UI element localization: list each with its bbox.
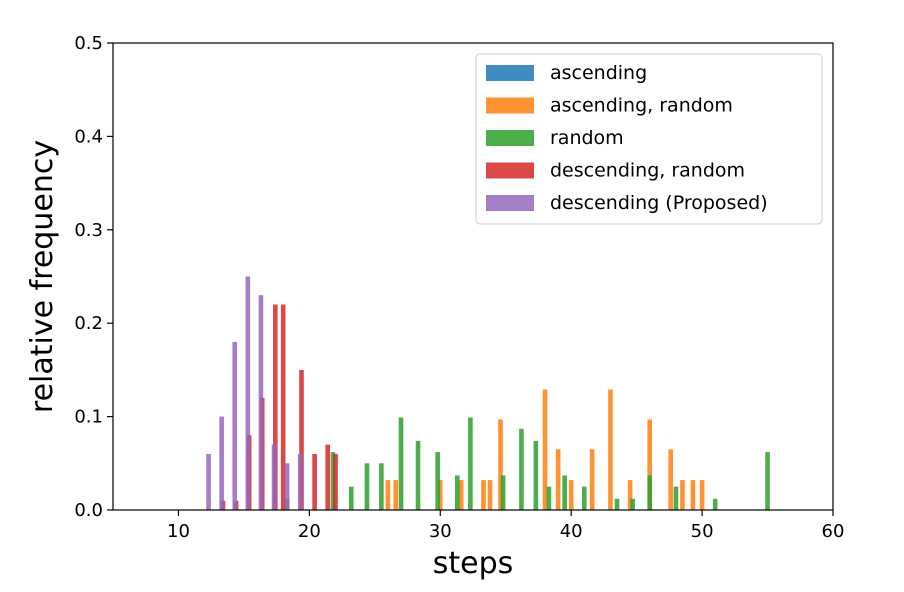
bar-ascending-random [699, 480, 705, 510]
x-tick-label: 30 [429, 521, 452, 542]
bar-random [454, 475, 460, 510]
legend-swatch [486, 162, 534, 179]
bar-ascending-random [437, 480, 443, 510]
y-tick-label: 0.0 [74, 500, 103, 521]
y-axis: 0.0 0.1 0.2 0.3 0.4 0.5 [74, 33, 113, 521]
x-tick-label: 10 [167, 521, 190, 542]
legend-swatch [486, 65, 534, 81]
bar-random [379, 463, 384, 510]
legend-swatch [486, 195, 534, 211]
legend-label: random [550, 127, 624, 149]
bar-descending-random [273, 304, 278, 510]
y-tick-label: 0.5 [74, 33, 103, 54]
x-axis-label: steps [433, 546, 514, 581]
x-tick-label: 20 [298, 521, 321, 542]
y-tick-label: 0.3 [74, 220, 103, 241]
bars-layer [206, 276, 770, 510]
bar-random [614, 498, 620, 510]
bar-ascending-random [498, 419, 503, 510]
bar-random [348, 486, 354, 510]
bar-ascending-random [385, 480, 391, 510]
bar-ascending-random [458, 480, 464, 510]
bar-random [546, 486, 552, 510]
bar-random [562, 475, 567, 510]
bar-descending-proposed [232, 341, 238, 510]
legend-label: ascending, random [550, 95, 733, 117]
bar-random [673, 486, 679, 510]
bar-ascending-random [690, 480, 696, 510]
bar-random [415, 440, 421, 510]
bar-ascending-random [542, 389, 548, 510]
legend-swatch [486, 130, 534, 146]
bar-random [533, 440, 539, 510]
bar-descending-random [299, 369, 304, 510]
bar-descending-random [280, 304, 286, 510]
legend-label: ascending [550, 62, 647, 84]
y-tick-label: 0.4 [74, 126, 103, 147]
x-tick-label: 60 [822, 521, 845, 542]
y-tick-label: 0.1 [74, 407, 103, 428]
bar-descending-proposed [245, 276, 251, 510]
bar-random [468, 417, 473, 510]
bar-descending-proposed [297, 453, 303, 510]
bar-descending-proposed [258, 295, 264, 510]
bar-ascending-random [393, 480, 399, 510]
bar-ascending-random [568, 480, 574, 510]
legend-label: descending (Proposed) [550, 192, 768, 214]
bar-descending-proposed [271, 444, 277, 510]
legend-box [475, 53, 823, 225]
bar-random [765, 452, 770, 510]
bar-descending-proposed [206, 453, 211, 510]
bar-descending-random [325, 444, 330, 510]
plot-frame [112, 42, 834, 511]
y-axis-label: relative frequency [25, 140, 60, 413]
x-tick-label: 50 [691, 521, 714, 542]
bar-descending-proposed [284, 463, 290, 510]
bar-ascending-random [668, 449, 673, 510]
bar-ascending-random [680, 480, 685, 510]
bar-random [581, 486, 587, 510]
bar-random [500, 475, 506, 510]
bar-ascending-random [487, 480, 493, 510]
bar-ascending-random [589, 449, 595, 510]
bar-ascending-random [608, 389, 613, 510]
bar-random [435, 452, 440, 510]
x-tick-label: 40 [560, 521, 583, 542]
bar-descending-proposed [219, 416, 224, 510]
bar-random [630, 498, 636, 510]
bar-ascending-random [627, 480, 633, 510]
bar-ascending-random [481, 480, 486, 510]
bar-random [364, 463, 370, 510]
x-axis: 10 20 30 40 50 60 [167, 510, 844, 542]
bar-ascending-random [555, 449, 561, 510]
bar-random [712, 498, 718, 510]
legend: ascending ascending, random random descendi… [475, 53, 823, 225]
y-tick-label: 0.2 [74, 313, 103, 334]
bar-random [330, 452, 336, 510]
legend-swatch [486, 97, 534, 114]
bar-ascending-random [647, 419, 653, 510]
bar-random [519, 428, 524, 510]
bar-descending-random [333, 453, 338, 510]
legend-label: descending, random [550, 160, 745, 182]
bar-descending-random [312, 453, 317, 510]
bar-random [647, 475, 653, 510]
bar-random [398, 417, 404, 510]
